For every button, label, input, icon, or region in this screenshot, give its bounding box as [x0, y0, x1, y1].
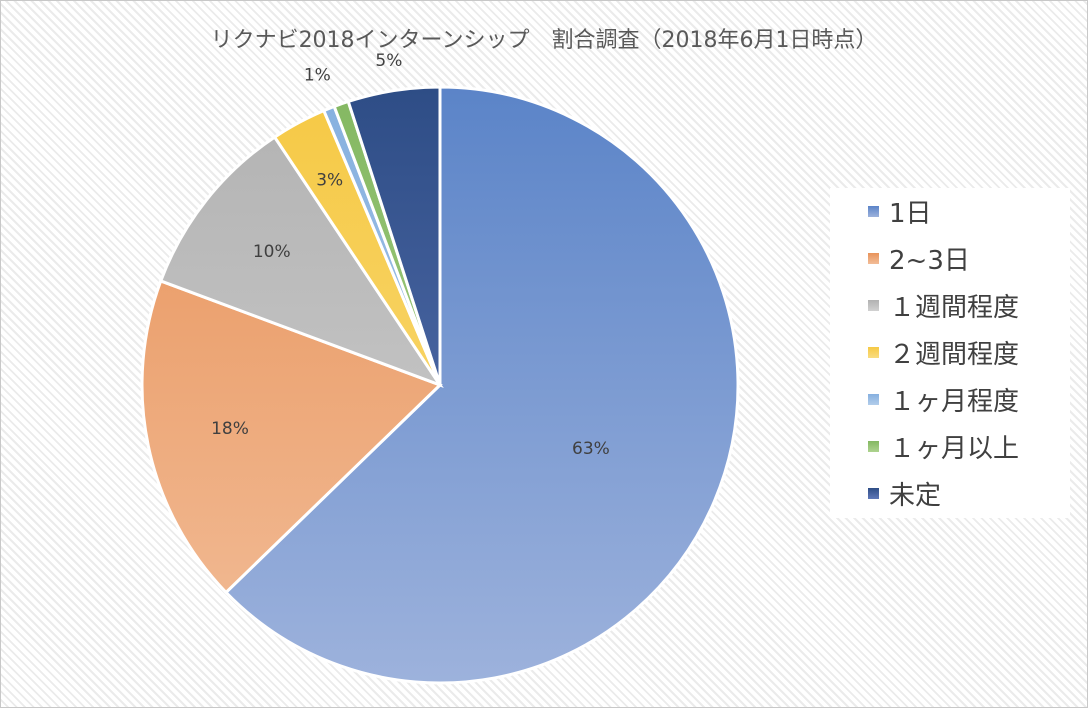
legend-item-2-3days: 2~3日 — [868, 243, 970, 276]
data-label-1day: 63% — [572, 439, 610, 459]
legend-swatch — [868, 252, 879, 264]
pie-slice-undecided — [346, 85, 442, 386]
legend-label: １ヶ月以上 — [889, 433, 1020, 464]
legend-item-1day: 1日 — [868, 196, 932, 229]
legend-label: １ヶ月程度 — [889, 386, 1020, 417]
data-label-over-1month: 1% — [304, 66, 331, 86]
legend-swatch — [868, 440, 879, 452]
legend: 1日 2~3日 １週間程度 ２週間程度 １ヶ月程度 １ヶ月以上 未定 — [830, 188, 1070, 518]
legend-item-undecided: 未定 — [868, 478, 941, 511]
legend-label: 未定 — [889, 480, 942, 511]
legend-item-1week: １週間程度 — [868, 290, 1019, 323]
data-label-2weeks: 3% — [316, 170, 343, 190]
legend-item-1month: １ヶ月程度 — [868, 384, 1019, 417]
data-label-undecided: 5% — [375, 51, 402, 71]
legend-swatch — [868, 393, 879, 405]
legend-label: 1日 — [889, 198, 932, 229]
data-label-1week: 10% — [253, 242, 291, 262]
data-label-2-3days: 18% — [211, 419, 249, 439]
legend-swatch — [868, 205, 879, 217]
pie-slice-1week — [158, 135, 444, 389]
legend-item-2weeks: ２週間程度 — [868, 337, 1019, 370]
legend-swatch — [868, 299, 879, 311]
legend-item-over-1month: １ヶ月以上 — [868, 431, 1019, 464]
legend-label: 2~3日 — [889, 245, 970, 276]
pie-slice-1day — [223, 85, 740, 685]
legend-label: １週間程度 — [889, 292, 1020, 323]
legend-label: ２週間程度 — [889, 339, 1020, 370]
legend-swatch — [868, 487, 879, 499]
legend-swatch — [868, 346, 879, 358]
chart-title: リクナビ2018インターンシップ 割合調査（2018年6月1日時点） — [210, 28, 878, 53]
